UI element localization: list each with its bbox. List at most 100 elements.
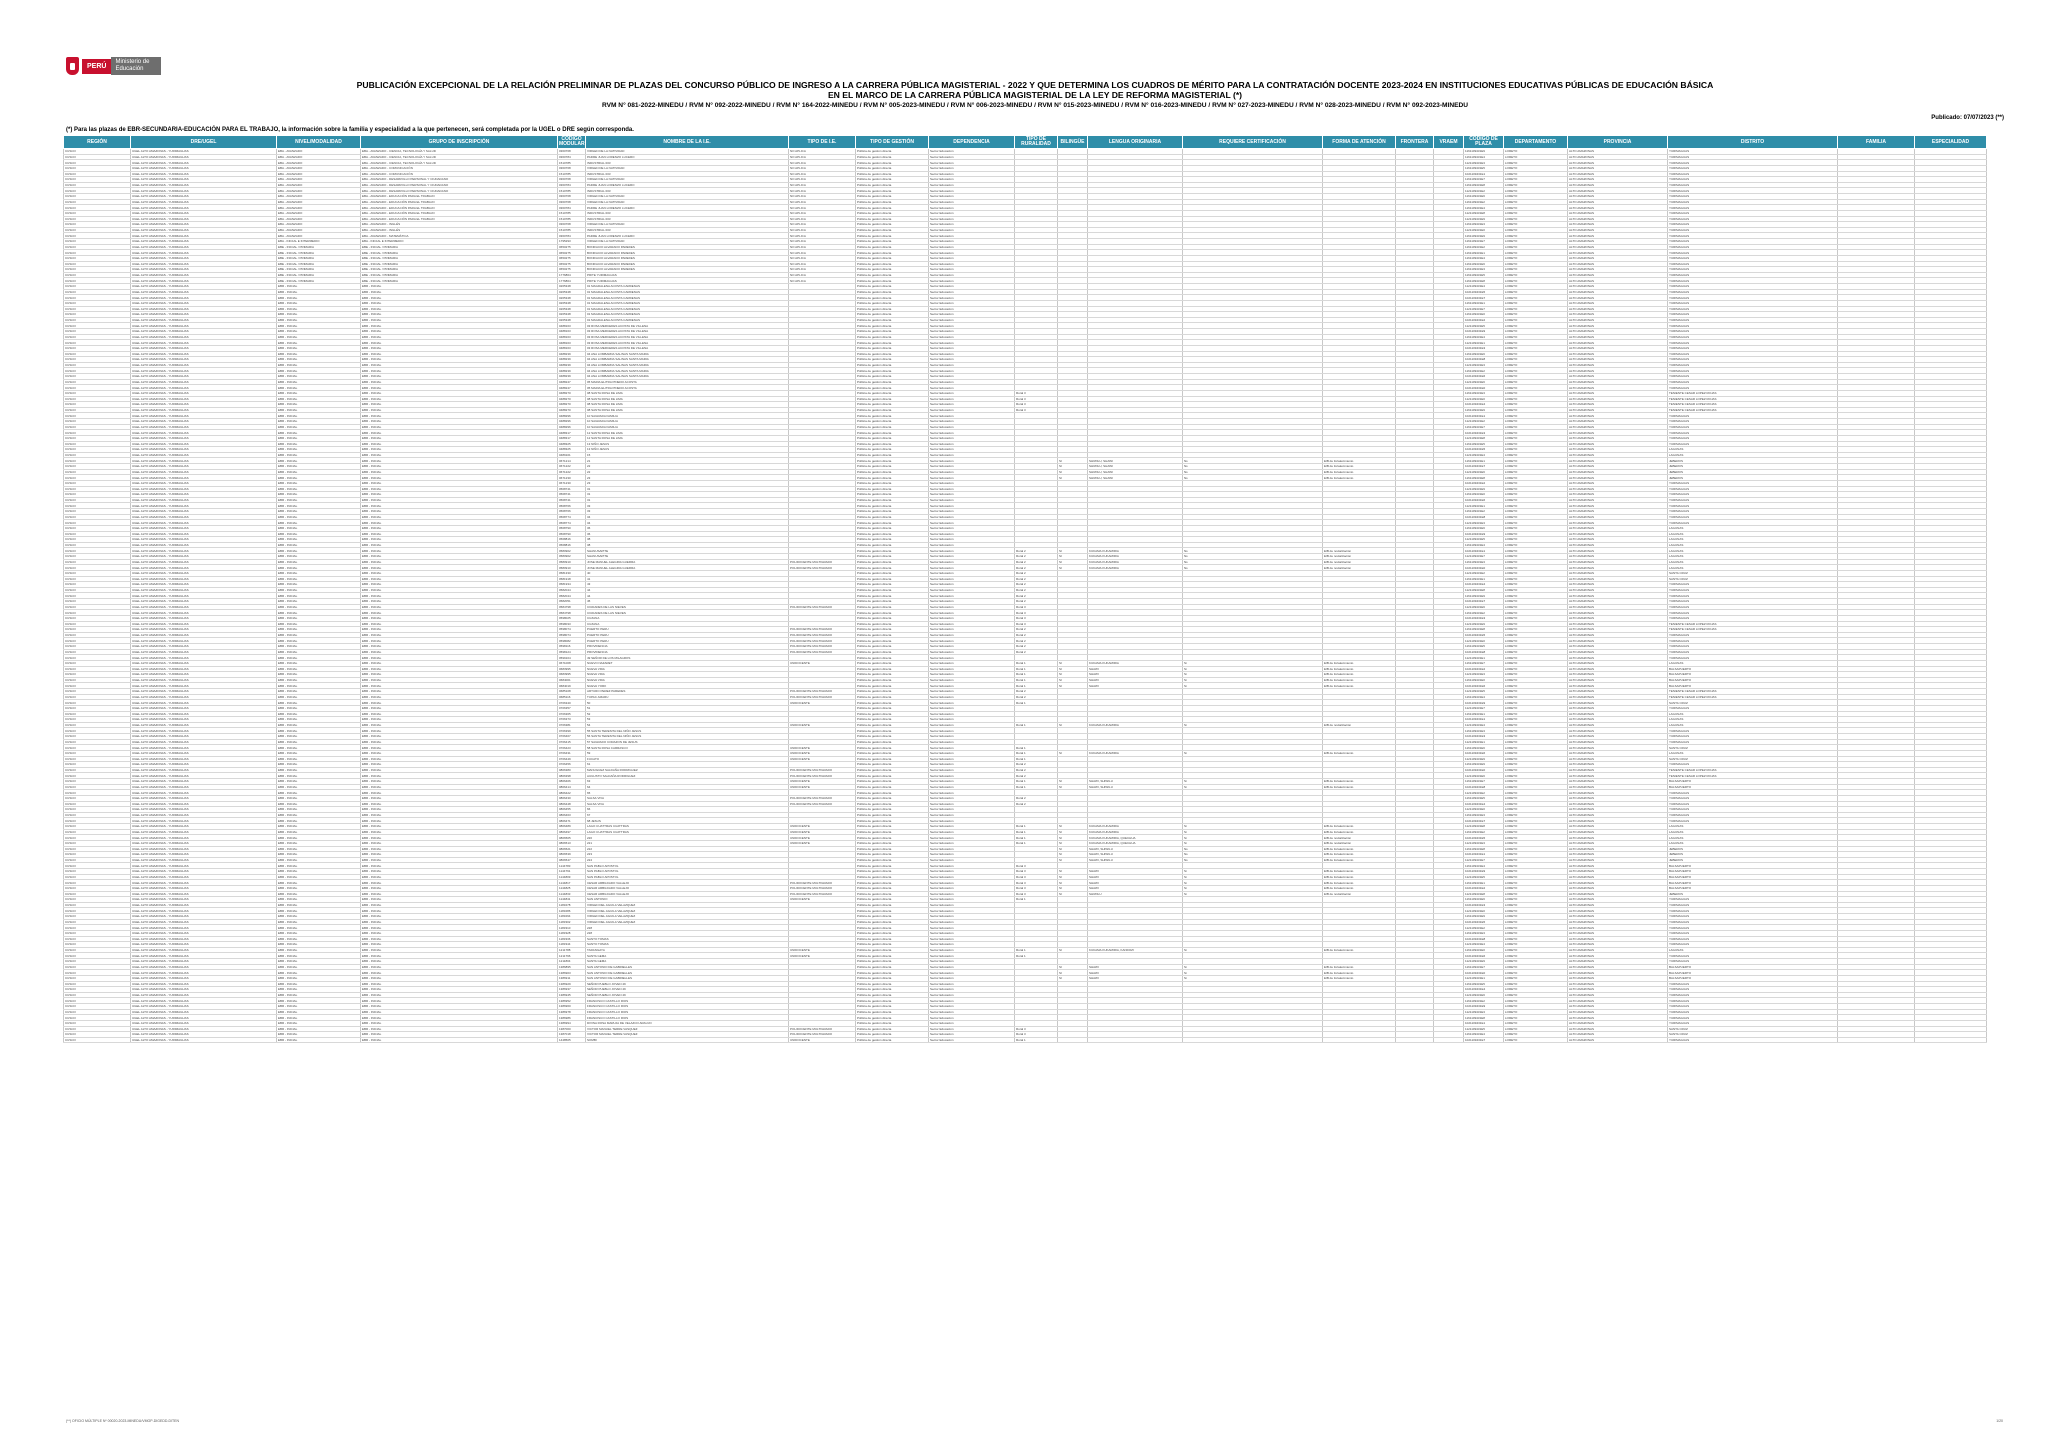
table-cell bbox=[1837, 1037, 1915, 1044]
table-cell bbox=[1914, 851, 1987, 858]
table-row: CUSCO UGEL ALTO AMAZONAS - YURIMAGUAS EBR … bbox=[63, 896, 1987, 903]
column-header: DRE/UGEL bbox=[130, 135, 277, 149]
table-cell bbox=[1914, 992, 1987, 999]
table-row: CUSCO UGEL ALTO AMAZONAS - YURIMAGUAS EBR … bbox=[63, 367, 1987, 374]
table-cell bbox=[1914, 868, 1987, 875]
table-row: CUSCO UGEL ALTO AMAZONAS - YURIMAGUAS EBR … bbox=[63, 491, 1987, 498]
table-row: CUSCO UGEL ALTO AMAZONAS - YURIMAGUAS EBR … bbox=[63, 289, 1987, 296]
table-row: CUSCO UGEL ALTO AMAZONAS - YURIMAGUAS EBE … bbox=[63, 255, 1987, 262]
table-cell bbox=[1914, 801, 1987, 808]
table-row: CUSCO UGEL ALTO AMAZONAS - YURIMAGUAS EBR … bbox=[63, 525, 1987, 532]
table-cell bbox=[1914, 885, 1987, 892]
table-cell bbox=[1914, 666, 1987, 673]
table-cell bbox=[1914, 272, 1987, 279]
table-cell bbox=[1914, 457, 1987, 464]
table-cell bbox=[1914, 362, 1987, 369]
table-row: CUSCO UGEL ALTO AMAZONAS - YURIMAGUAS EBR … bbox=[63, 632, 1987, 639]
table-row: CUSCO UGEL ALTO AMAZONAS - YURIMAGUAS EBR … bbox=[63, 412, 1987, 419]
table-cell bbox=[1914, 412, 1987, 419]
table-row: CUSCO UGEL ALTO AMAZONAS - YURIMAGUAS EBR … bbox=[63, 997, 1987, 1004]
table-cell bbox=[1914, 294, 1987, 301]
table-row: CUSCO UGEL ALTO AMAZONAS - YURIMAGUAS EBR … bbox=[63, 1014, 1987, 1021]
table-body: CUSCO UGEL ALTO AMAZONAS - YURIMAGUAS EBA … bbox=[63, 148, 1987, 1044]
table-row: CUSCO UGEL ALTO AMAZONAS - YURIMAGUAS EBR … bbox=[63, 879, 1987, 886]
table-row: CUSCO UGEL ALTO AMAZONAS - YURIMAGUAS EBA … bbox=[63, 210, 1987, 217]
table-cell bbox=[1914, 289, 1987, 296]
table-row: CUSCO UGEL ALTO AMAZONAS - YURIMAGUAS EBR … bbox=[63, 823, 1987, 830]
table-cell bbox=[1914, 761, 1987, 768]
table-cell: SOMBI bbox=[585, 1037, 789, 1044]
table-cell bbox=[1914, 609, 1987, 616]
table-row: CUSCO UGEL ALTO AMAZONAS - YURIMAGUAS EBR … bbox=[63, 975, 1987, 982]
table-row: CUSCO UGEL ALTO AMAZONAS - YURIMAGUAS EBR … bbox=[63, 626, 1987, 633]
table-cell bbox=[1914, 317, 1987, 324]
table-row: CUSCO UGEL ALTO AMAZONAS - YURIMAGUAS EBR … bbox=[63, 643, 1987, 650]
table-cell bbox=[1914, 165, 1987, 172]
table-row: CUSCO UGEL ALTO AMAZONAS - YURIMAGUAS EBR … bbox=[63, 576, 1987, 583]
column-header: NOMBRE DE LA I.E. bbox=[585, 135, 789, 149]
table-cell bbox=[1914, 829, 1987, 836]
column-header: FAMILIA bbox=[1837, 135, 1915, 149]
table-row: CUSCO UGEL ALTO AMAZONAS - YURIMAGUAS EBR … bbox=[63, 581, 1987, 588]
publication-date: Publicado: 07/07/2023 (**) bbox=[1931, 115, 2004, 121]
table-cell bbox=[1914, 536, 1987, 543]
table-row: CUSCO UGEL ALTO AMAZONAS - YURIMAGUAS EBR … bbox=[63, 373, 1987, 380]
column-header: CÓDIGO DE PLAZA bbox=[1463, 135, 1504, 149]
table-cell: EBR - INICIAL bbox=[360, 1037, 558, 1044]
table-cell bbox=[1914, 986, 1987, 993]
table-row: CUSCO UGEL ALTO AMAZONAS - YURIMAGUAS EBA … bbox=[63, 176, 1987, 183]
column-header: REGIÓN bbox=[63, 135, 131, 149]
table-cell bbox=[1914, 874, 1987, 881]
table-cell bbox=[1914, 941, 1987, 948]
document-subtitle: EN EL MARCO DE LA CARRERA PÚBLICA MAGIST… bbox=[827, 90, 1243, 100]
table-row: CUSCO UGEL ALTO AMAZONAS - YURIMAGUAS EBR … bbox=[63, 1031, 1987, 1038]
rvm-references: RVM N° 081-2022-MINEDU / RVM N° 092-2022… bbox=[601, 102, 1469, 109]
table-row: CUSCO UGEL ALTO AMAZONAS - YURIMAGUAS EBR … bbox=[63, 536, 1987, 543]
table-row: CUSCO UGEL ALTO AMAZONAS - YURIMAGUAS EBR … bbox=[63, 941, 1987, 948]
document-title: PUBLICACIÓN EXCEPCIONAL DE LA RELACIÓN P… bbox=[356, 80, 1714, 90]
table-cell bbox=[1914, 626, 1987, 633]
table-cell bbox=[1914, 441, 1987, 448]
table-cell bbox=[1914, 497, 1987, 504]
logo-peru: PERÚ bbox=[82, 58, 112, 74]
table-row: CUSCO UGEL ALTO AMAZONAS - YURIMAGUAS EBE … bbox=[63, 272, 1987, 279]
table-cell bbox=[1914, 936, 1987, 943]
table-row: CUSCO UGEL ALTO AMAZONAS - YURIMAGUAS EBA … bbox=[63, 193, 1987, 200]
table-cell bbox=[1914, 587, 1987, 594]
table-row: CUSCO UGEL ALTO AMAZONAS - YURIMAGUAS EBR … bbox=[63, 598, 1987, 605]
column-header: FRONTERA bbox=[1395, 135, 1434, 149]
table-row: CUSCO UGEL ALTO AMAZONAS - YURIMAGUAS EBR … bbox=[63, 587, 1987, 594]
table-row: CUSCO UGEL ALTO AMAZONAS - YURIMAGUAS EBR … bbox=[63, 756, 1987, 763]
table-row: CUSCO UGEL ALTO AMAZONAS - YURIMAGUAS EBR … bbox=[63, 688, 1987, 695]
table-row: CUSCO UGEL ALTO AMAZONAS - YURIMAGUAS EBR … bbox=[63, 649, 1987, 656]
table-cell bbox=[1914, 1003, 1987, 1010]
table-cell bbox=[1914, 390, 1987, 397]
table-row: CUSCO UGEL ALTO AMAZONAS - YURIMAGUAS EBR … bbox=[63, 705, 1987, 712]
table-cell bbox=[1914, 671, 1987, 678]
table-cell bbox=[1914, 772, 1987, 779]
table-cell bbox=[1914, 300, 1987, 307]
table-cell bbox=[1914, 542, 1987, 549]
table-cell bbox=[1914, 598, 1987, 605]
table-cell bbox=[1914, 1014, 1987, 1021]
table-cell bbox=[1914, 654, 1987, 661]
table-cell bbox=[1914, 570, 1987, 577]
table-cell bbox=[1914, 784, 1987, 791]
table-row: CUSCO UGEL ALTO AMAZONAS - YURIMAGUAS EBR … bbox=[63, 362, 1987, 369]
table-cell bbox=[1914, 424, 1987, 431]
table-row: CUSCO UGEL ALTO AMAZONAS - YURIMAGUAS EBR … bbox=[63, 317, 1987, 324]
column-header: CÓDIGO MODULAR bbox=[557, 135, 586, 149]
table-row: CUSCO UGEL ALTO AMAZONAS - YURIMAGUAS EBA … bbox=[63, 187, 1987, 194]
table-row: CUSCO UGEL ALTO AMAZONAS - YURIMAGUAS EBR … bbox=[63, 952, 1987, 959]
table-row: CUSCO UGEL ALTO AMAZONAS - YURIMAGUAS EBR … bbox=[63, 345, 1987, 352]
table-cell: UNIDOCENTE bbox=[788, 1037, 856, 1044]
table-cell bbox=[1914, 705, 1987, 712]
column-header: REQUIERE CERTIFICACIÓN bbox=[1182, 135, 1323, 149]
table-row: CUSCO UGEL ALTO AMAZONAS - YURIMAGUAS EBR … bbox=[63, 1020, 1987, 1027]
column-header: TIPO DE I.E. bbox=[788, 135, 856, 149]
table-row: CUSCO UGEL ALTO AMAZONAS - YURIMAGUAS EBR … bbox=[63, 851, 1987, 858]
table-cell bbox=[1914, 862, 1987, 869]
table-row: CUSCO UGEL ALTO AMAZONAS - YURIMAGUAS EBR … bbox=[63, 384, 1987, 391]
table-cell bbox=[1914, 812, 1987, 819]
table-row: CUSCO UGEL ALTO AMAZONAS - YURIMAGUAS EBR … bbox=[63, 547, 1987, 554]
